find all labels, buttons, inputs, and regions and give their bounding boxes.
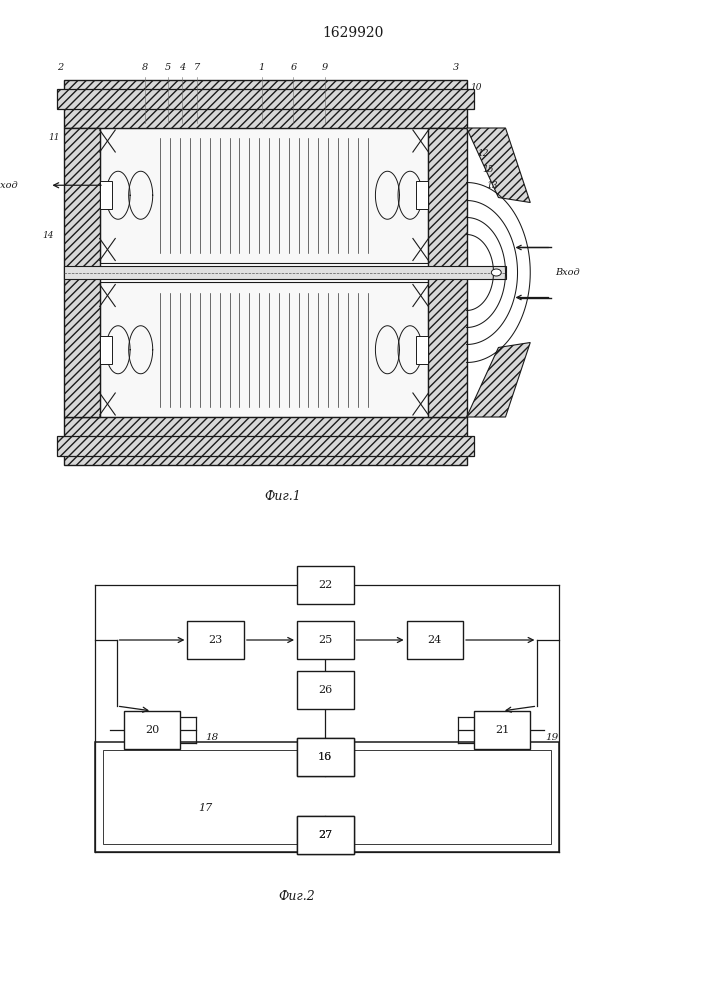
Text: 20: 20 (145, 725, 159, 735)
Text: 9: 9 (322, 63, 328, 72)
Bar (100, 336, 112, 364)
Bar (297, 738, 354, 776)
Text: 4: 4 (180, 63, 185, 72)
Bar (407, 621, 463, 659)
Text: 24: 24 (428, 635, 442, 645)
Text: 17: 17 (198, 803, 212, 813)
Text: 5: 5 (165, 63, 171, 72)
Bar (95, 742, 559, 852)
Text: 14: 14 (42, 231, 54, 240)
Text: Фиг.1: Фиг.1 (264, 490, 301, 503)
Bar (297, 816, 354, 854)
Bar (64, 128, 100, 417)
Bar (100, 181, 112, 209)
Text: 25: 25 (318, 635, 332, 645)
Bar (64, 80, 467, 128)
Text: 16: 16 (318, 752, 332, 762)
Bar (124, 711, 180, 749)
Text: 21: 21 (495, 725, 509, 735)
Bar (297, 621, 354, 659)
Text: 16: 16 (318, 752, 332, 762)
Text: 8: 8 (142, 63, 148, 72)
Bar (297, 566, 354, 604)
Text: 22: 22 (318, 580, 332, 590)
Bar (297, 816, 354, 854)
Bar (57, 89, 474, 109)
Text: 27: 27 (318, 830, 332, 840)
Text: 27: 27 (318, 830, 332, 840)
Text: 18: 18 (206, 732, 218, 742)
Text: 3: 3 (453, 63, 459, 72)
Bar (100, 282, 428, 417)
Polygon shape (467, 342, 530, 417)
Bar (297, 738, 354, 776)
Bar (416, 336, 428, 364)
Text: 10: 10 (470, 83, 481, 92)
Text: 7: 7 (194, 63, 199, 72)
Text: Фиг.2: Фиг.2 (279, 890, 315, 903)
Text: 1: 1 (259, 63, 264, 72)
Bar (100, 128, 428, 262)
Text: Вход: Вход (555, 268, 580, 277)
Text: 23: 23 (209, 635, 223, 645)
Text: Выход: Выход (0, 181, 18, 190)
Text: 19: 19 (545, 732, 558, 742)
Ellipse shape (491, 269, 501, 276)
Bar (474, 711, 530, 749)
Bar (297, 671, 354, 709)
Text: 2: 2 (57, 63, 63, 72)
Bar (416, 181, 428, 209)
Bar (64, 266, 506, 279)
Text: 13: 13 (486, 182, 498, 190)
Bar (64, 417, 467, 465)
Bar (103, 750, 551, 844)
Polygon shape (467, 128, 530, 202)
Text: 11: 11 (49, 133, 60, 142)
Text: 12: 12 (477, 148, 489, 157)
Bar (187, 621, 244, 659)
Text: 6: 6 (291, 63, 296, 72)
Bar (428, 128, 467, 417)
Text: 15: 15 (482, 165, 493, 174)
Text: 1629920: 1629920 (323, 26, 384, 40)
Bar (57, 436, 474, 456)
Text: 26: 26 (318, 685, 332, 695)
